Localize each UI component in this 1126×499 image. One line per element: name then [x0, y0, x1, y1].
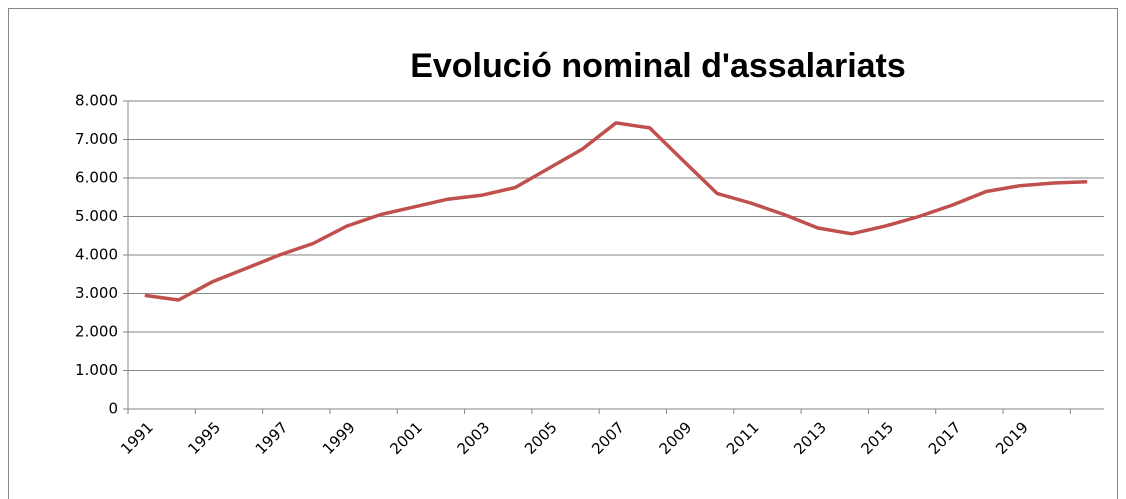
chart-title: Evolució nominal d'assalariats	[410, 47, 906, 85]
chart-frame	[8, 8, 1118, 499]
y-tick-label: 6.000	[75, 169, 118, 187]
y-tick-label: 4.000	[75, 246, 118, 264]
y-tick-label: 7.000	[75, 130, 118, 148]
y-tick-label: 5.000	[75, 207, 118, 225]
y-tick-label: 3.000	[75, 284, 118, 302]
y-tick-label: 2.000	[75, 323, 118, 341]
line-series	[144, 121, 1088, 302]
y-tick-label: 1.000	[75, 361, 118, 379]
y-tick-label: 8.000	[75, 92, 118, 110]
y-tick-label: 0	[108, 400, 118, 418]
